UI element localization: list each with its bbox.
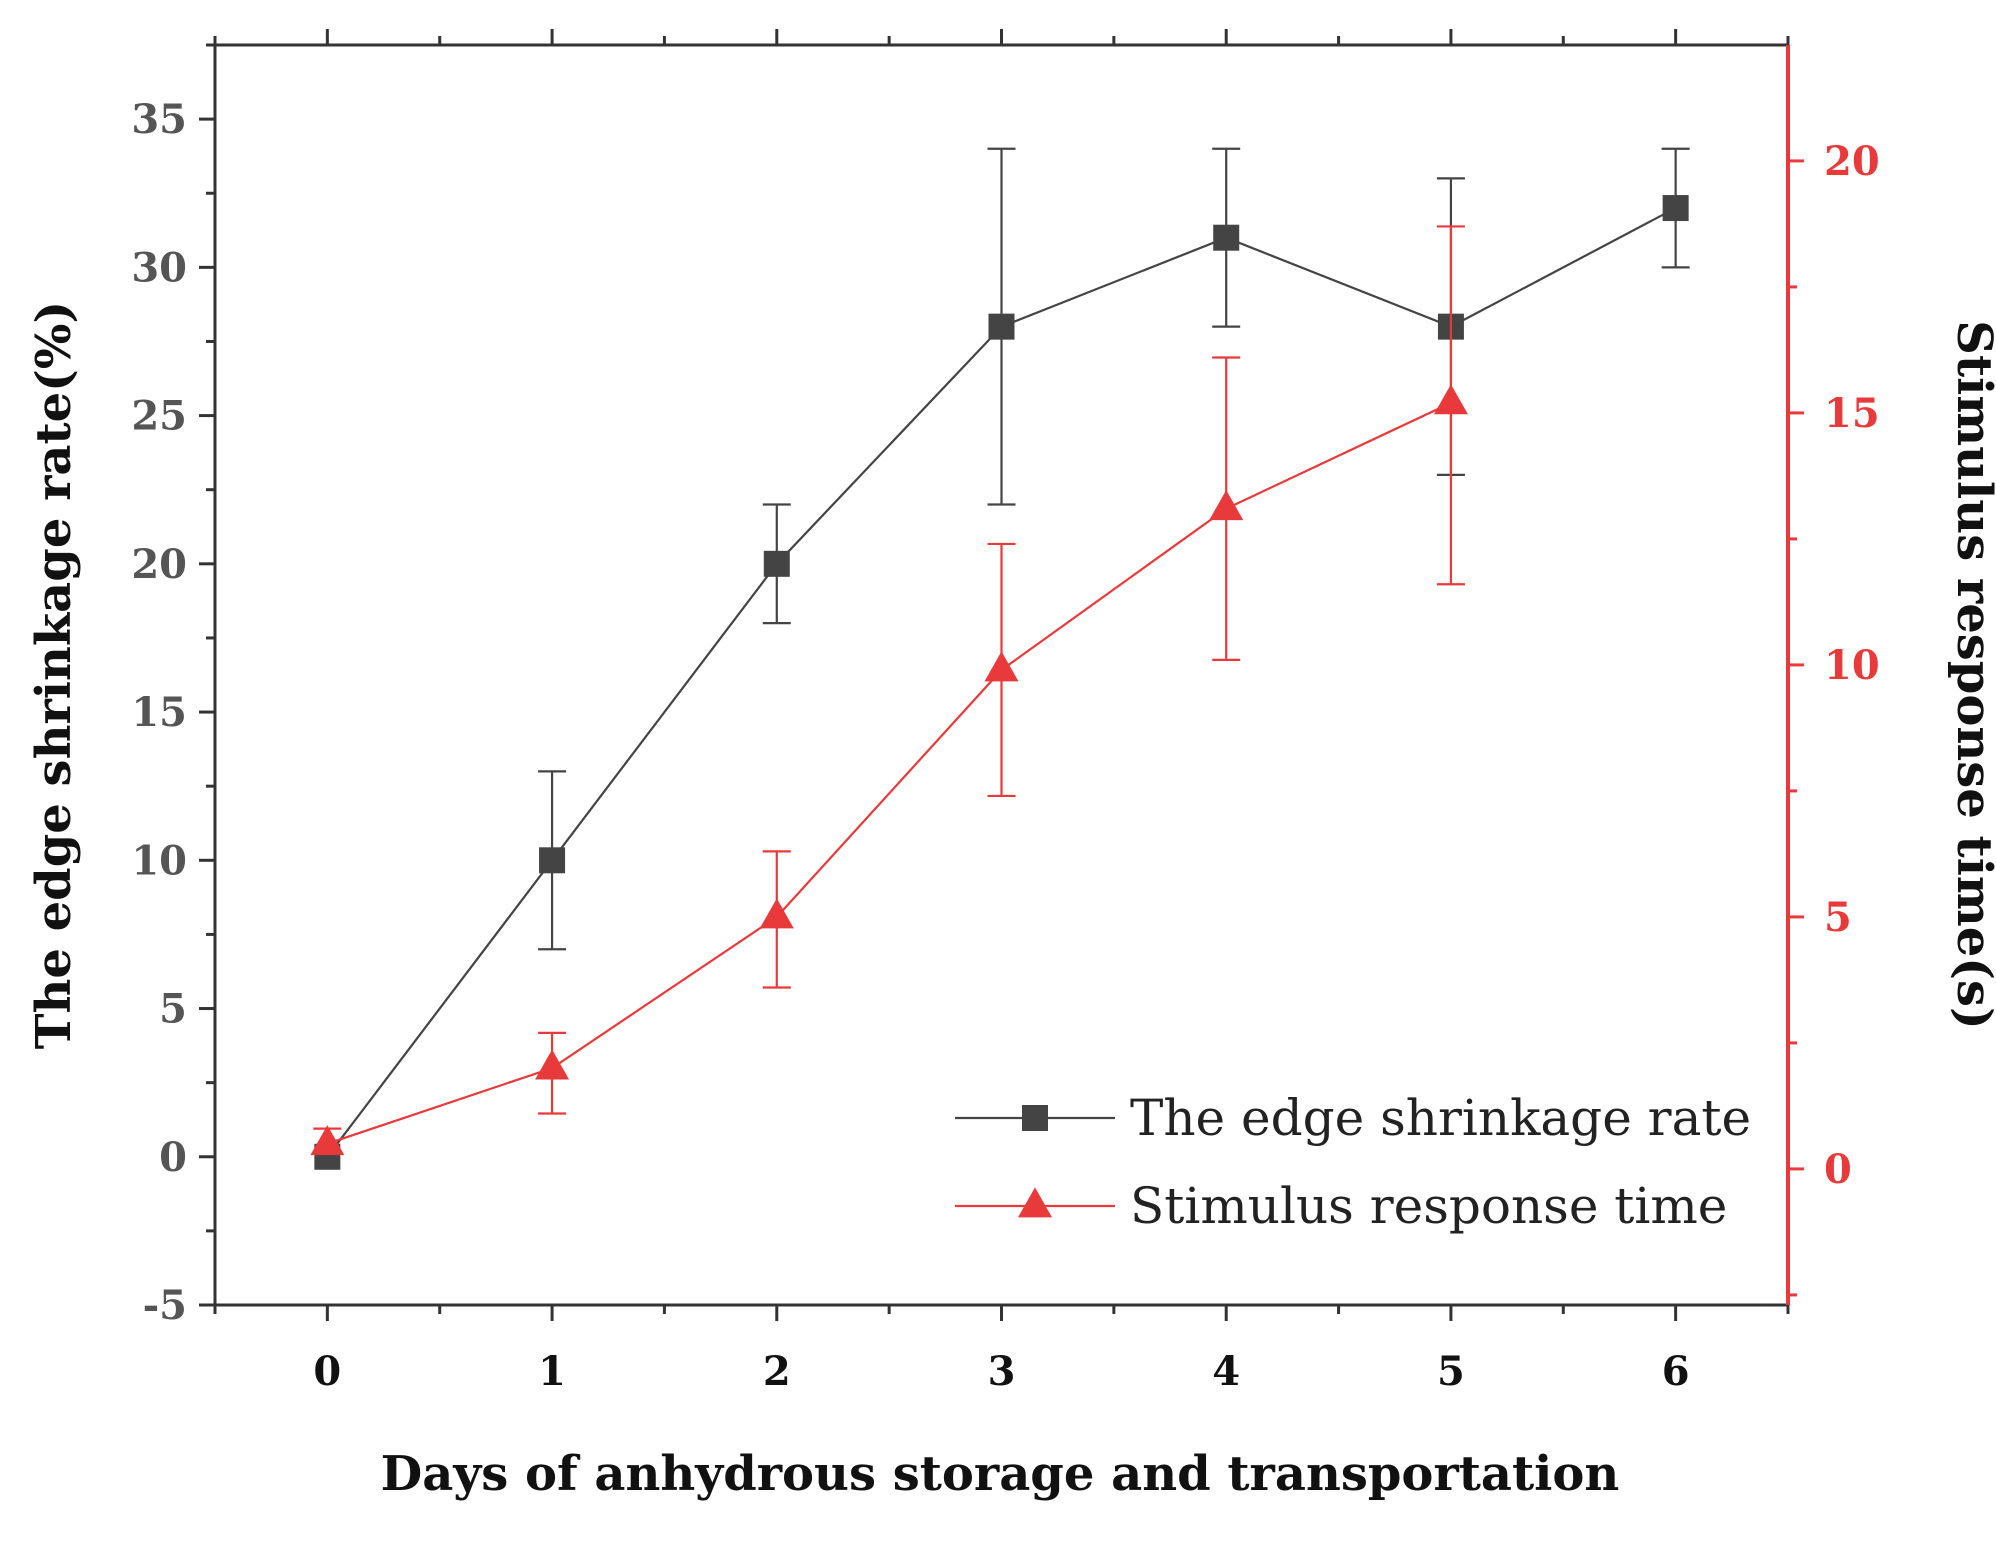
left-y-tick-label: 25 <box>131 393 187 440</box>
legend: The edge shrinkage rate Stimulus response… <box>955 1089 1751 1235</box>
right-y-tick-label: 5 <box>1824 894 1852 941</box>
series-layer <box>310 147 1690 1170</box>
x-tick-label: 3 <box>988 1348 1016 1395</box>
triangle-data-point <box>535 1049 570 1080</box>
legend-label: The edge shrinkage rate <box>1130 1089 1751 1147</box>
triangle-data-point <box>759 898 794 929</box>
left-y-tick-label: 0 <box>159 1134 187 1181</box>
right-y-tick-label: 10 <box>1824 642 1880 689</box>
series-2 <box>310 225 1468 1156</box>
triangle-data-point <box>1209 490 1244 521</box>
right-y-tick-label: 20 <box>1824 138 1880 185</box>
legend-entry: The edge shrinkage rate <box>955 1089 1751 1147</box>
square-data-point <box>539 847 566 874</box>
left-y-tick-label: 35 <box>131 96 187 143</box>
left-y-tick-label: 10 <box>131 837 187 884</box>
x-tick-label: 1 <box>538 1348 566 1395</box>
legend-entry: Stimulus response time <box>955 1177 1727 1235</box>
square-data-point <box>1662 195 1689 222</box>
left-y-axis-title: The edge shrinkage rate(%) <box>26 301 82 1049</box>
legend-triangle-marker <box>1018 1187 1052 1218</box>
x-axis-title: Days of anhydrous storage and transporta… <box>381 1446 1620 1502</box>
left-y-tick-label: 30 <box>131 244 187 291</box>
x-tick-label: 4 <box>1212 1348 1240 1395</box>
x-tick-label: 6 <box>1662 1348 1690 1395</box>
axes-layer: 0 1 2 3 4 5 6 -5 0 5 10 15 20 25 30 35 0 5 10 15 20 <box>131 29 1880 1395</box>
left-y-tick-label: -5 <box>143 1282 187 1329</box>
series-line <box>327 401 1452 1145</box>
left-y-tick-label: 20 <box>131 541 187 588</box>
legend-square-marker <box>1022 1105 1048 1131</box>
triangle-data-point <box>984 651 1019 682</box>
triangle-data-point <box>310 1125 345 1156</box>
right-y-tick-label: 15 <box>1824 390 1880 437</box>
triangle-data-point <box>1433 384 1468 415</box>
square-data-point <box>1213 224 1240 251</box>
right-y-axis-title: Stimulus response time(s) <box>1946 320 1996 1029</box>
legend-label: Stimulus response time <box>1130 1177 1727 1235</box>
square-data-point <box>988 313 1015 340</box>
left-y-tick-label: 15 <box>131 689 187 736</box>
x-tick-label: 0 <box>313 1348 341 1395</box>
x-tick-label: 2 <box>763 1348 791 1395</box>
x-tick-label: 5 <box>1437 1348 1465 1395</box>
left-y-tick-label: 5 <box>159 986 187 1033</box>
square-data-point <box>763 550 790 577</box>
right-y-tick-label: 0 <box>1824 1146 1852 1193</box>
